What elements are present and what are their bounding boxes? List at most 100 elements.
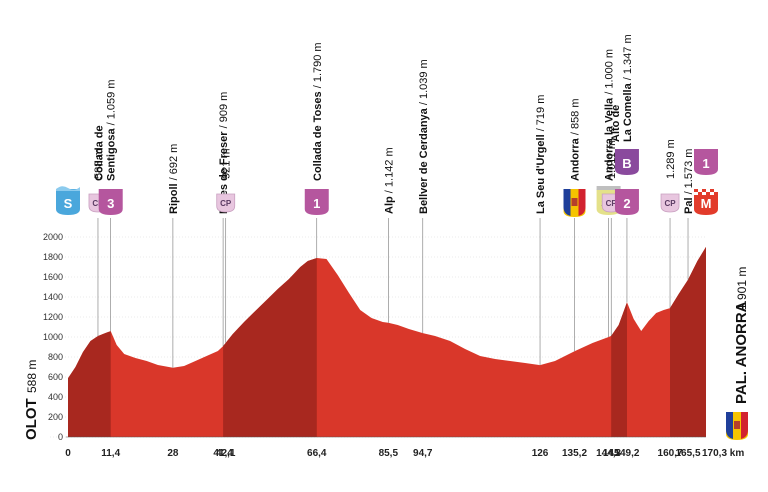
point-alt-text: / 858 m [570,98,582,138]
finish-check [698,189,702,192]
finish-check [706,189,710,192]
y-tick-label: 1600 [43,272,63,282]
km-tick-label: 170,3 km [702,448,744,459]
checkpoint-shield [660,193,680,213]
point-alt-text: / 1.059 m [106,80,118,129]
climb-segment [611,302,627,437]
km-tick-label: 160,7 [658,448,683,459]
point-alt-text: / 1.790 m [312,42,324,91]
y-tick-label: 800 [48,352,63,362]
y-tick-label: 1200 [43,312,63,322]
badge-shield [304,189,329,215]
point-alt-text: / 692 m [168,144,180,184]
flag-red [578,189,586,216]
cat-badge: 1 [694,149,718,175]
km-tick-label: 66,4 [307,448,327,459]
finish-check [694,192,698,195]
km-axis-ticks: 0 11,4 28 41,442,1 66,4 85,5 94,7 126 135,2 144,3… [65,448,744,459]
badge-shield [614,189,639,215]
finish-altitude: 1.901 m [735,267,749,310]
point-name: Pal / 1.573 m [683,149,695,214]
profile-area [68,246,706,437]
point-alt-text: / 1.347 m [622,34,634,83]
point-name-text: Alto de [610,105,622,142]
km-tick-label: 42,1 [216,448,236,459]
badge-shield [694,149,718,175]
km-tick-label: 135,2 [562,448,587,459]
point-altitude: 1.289 m [665,139,677,179]
point-name: Andorra / 858 m [570,98,582,181]
point-alt-text: / 1.039 m [418,59,430,108]
flag-blue [563,189,571,216]
km-tick-label: 165,5 [676,448,701,459]
checkpoint-label: CP [606,199,618,208]
flag-blue [726,412,733,439]
km-tick-label: 11,4 [101,448,120,459]
checkpoint-shield [216,193,236,213]
point-alt-text: / 1.142 m [383,147,395,196]
point-alt-text: / 719 m [535,95,547,135]
flag-red [741,412,748,439]
point-alt-text: / 1.000 m [604,49,616,98]
point-name: Sentigosa / 1.059 m [106,80,118,182]
finish-badge: M [694,189,718,215]
finish-check [710,192,714,195]
start-badge: S [56,186,80,215]
y-tick-label: 0 [58,432,63,442]
km-tick-label: 145 [603,448,620,459]
cp-badge: CP [216,193,236,213]
point-name-text: Collada de [94,125,106,181]
point-name: Bellver de Cerdanya / 1.039 m [418,59,430,214]
point-guide-lines [97,218,689,368]
point-name-text: Ripoll [168,183,180,214]
point-name-text: Alp [383,196,395,214]
km-tick-label: 41,4 [213,448,233,459]
point-alt-text: / 1.573 m [683,149,695,198]
y-axis-ticks: 0 200 400 600 800 1000 1200 1400 1600 1800 2000 [43,232,63,442]
y-tick-label: 1800 [43,252,63,262]
km-tick-label: 126 [532,448,549,459]
badge-shield [614,149,639,175]
point-name-text: Sentigosa [106,128,118,181]
checkpoint-label: CP [220,199,232,208]
badge-label: 3 [107,196,114,211]
point-name: Alto de [610,105,622,142]
flag-coat [571,198,578,206]
point-name-text: Collada de Toses [312,91,324,181]
badge-label: 1 [313,196,320,211]
y-tick-label: 200 [48,412,63,422]
elevation-profile [66,246,706,438]
start-finish-labels: OLOT 588 m PAL. ANORRA 1.901 m [23,267,750,440]
km-tick-label: 94,7 [413,448,433,459]
flag-badge [563,189,586,217]
badge-label: M [701,196,712,211]
point-name: Collada de [94,125,106,181]
point-name: Ripoll / 692 m [168,144,180,214]
km-tick-label: 149,2 [614,448,639,459]
point-name: Andorra la Vella / 1.000 m [604,49,616,181]
point-name-text: Bellver de Cerdanya [418,107,430,214]
point-altitude: 588 m [93,148,105,179]
climb-segment [670,246,706,437]
checkpoint-label: CP [664,199,676,208]
cat-badge: 2 [614,189,639,215]
badge-shield [56,189,80,215]
point-name-text: La Seu d'Urgell [535,134,547,214]
point-badges: SCP3CP1SPCP2BCPM1 [56,149,718,217]
start-altitude: 588 m [25,360,39,393]
point-name-text: Pal [683,197,695,214]
badge-label: B [622,156,631,171]
cp-badge: CP [660,193,680,213]
badge-label: S [64,196,73,211]
finish-check [702,192,706,195]
flag-coat [734,421,740,429]
point-name: Collada de Toses / 1.790 m [312,42,324,181]
point-name: Alp / 1.142 m [383,147,395,214]
point-name-text: La Comella [622,82,634,142]
sprint-cap [596,186,621,190]
checkpoint-label: CP [92,199,104,208]
y-tick-label: 400 [48,392,63,402]
cat-badge: 3 [98,189,123,215]
